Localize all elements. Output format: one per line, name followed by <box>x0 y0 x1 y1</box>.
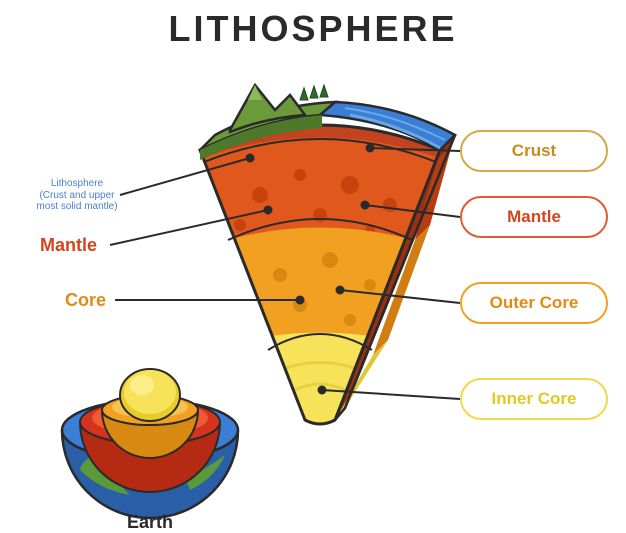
pill-crust-label: Crust <box>512 141 556 161</box>
pill-mantle-label: Mantle <box>507 207 561 227</box>
pill-inner-core: Inner Core <box>460 378 608 420</box>
left-label-core: Core <box>65 290 106 311</box>
left-label-mantle: Mantle <box>40 235 97 256</box>
pill-outer-core: Outer Core <box>460 282 608 324</box>
lithosphere-diagram <box>0 0 626 530</box>
pill-inner-core-label: Inner Core <box>491 389 576 409</box>
pill-outer-core-label: Outer Core <box>490 293 579 313</box>
pill-mantle: Mantle <box>460 196 608 238</box>
earth-cutaway <box>62 369 238 518</box>
pill-crust: Crust <box>460 130 608 172</box>
lithosphere-note: Lithosphere (Crust and upper most solid … <box>22 178 132 213</box>
